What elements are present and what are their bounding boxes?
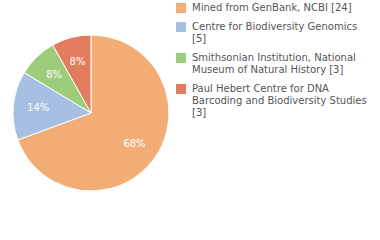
html-text:Paul Hebert Centre for DNA Bar: Paul Hebert Centre for DNA Barcoding and…	[192, 83, 367, 118]
svg-text:8%: 8%	[46, 69, 62, 80]
html-text:Centre for Biodiversity Genomi: Centre for Biodiversity Genomics [5]	[192, 21, 358, 44]
svg-text:68%: 68%	[123, 138, 145, 149]
html-text:Mined from GenBank, NCBI [24]: Mined from GenBank, NCBI [24]	[192, 2, 352, 13]
svg-text:14%: 14%	[27, 102, 49, 113]
html-text:Smithsonian Institution, Natio: Smithsonian Institution, National Museum…	[192, 52, 356, 75]
svg-text:8%: 8%	[70, 56, 86, 67]
